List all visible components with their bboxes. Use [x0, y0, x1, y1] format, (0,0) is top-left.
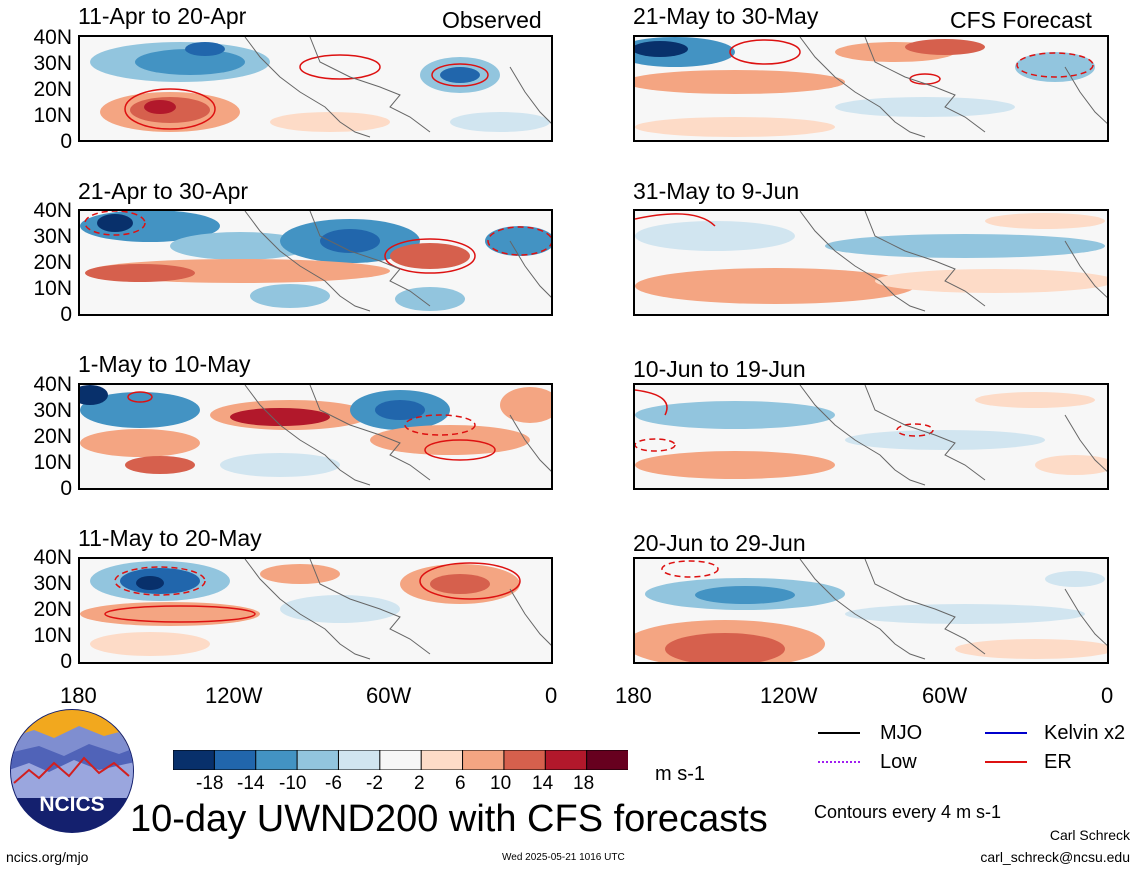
lon-label: 0	[545, 683, 558, 708]
map-panel	[633, 383, 1109, 490]
map-panel	[633, 35, 1109, 142]
colorbar-tick: -18	[196, 773, 224, 794]
lat-label: 30N	[33, 572, 72, 595]
colorbar-tick: 18	[573, 773, 595, 794]
lat-label: 40N	[33, 373, 72, 396]
colorbar-swatch	[420, 749, 464, 771]
colorbar-swatch	[544, 749, 588, 771]
lon-label: 60W	[366, 683, 412, 708]
panel-title: 1-May to 10-May	[78, 351, 251, 377]
forecast-label: CFS Forecast	[950, 7, 1092, 33]
lat-label: 40N	[33, 546, 72, 569]
legend-er-line	[985, 761, 1027, 763]
footer-url: ncics.org/mjo	[6, 849, 89, 865]
colorbar-swatch	[255, 749, 299, 771]
lon-label: 120W	[205, 683, 263, 708]
colorbar-swatch	[462, 749, 505, 771]
panel-title: 31-May to 9-Jun	[633, 178, 800, 204]
ncics-logo: NCICS	[9, 708, 135, 834]
lat-label: 30N	[33, 52, 72, 75]
map-panel	[78, 35, 553, 142]
panel-title: 11-May to 20-May	[78, 525, 262, 551]
panel-title: 11-Apr to 20-Apr	[78, 3, 247, 29]
lat-label: 30N	[33, 225, 72, 248]
lon-label: 60W	[922, 683, 968, 708]
legend-low-label: Low	[880, 751, 917, 773]
colorbar-units: m s-1	[655, 763, 705, 785]
author-email: carl_schreck@ncsu.edu	[980, 849, 1130, 865]
logo-text: NCICS	[39, 793, 104, 816]
legend-kelvin-line	[985, 732, 1027, 734]
legend-low-line	[818, 761, 860, 763]
colorbar-swatch	[172, 749, 216, 771]
map-panel	[633, 209, 1109, 316]
lat-label: 40N	[33, 199, 72, 222]
lat-label: 0	[60, 303, 72, 326]
lat-label: 20N	[33, 598, 72, 621]
colorbar-swatch	[337, 749, 381, 771]
legend-mjo-label: MJO	[880, 722, 923, 744]
lat-label: 30N	[33, 399, 72, 422]
panel-title: 20-Jun to 29-Jun	[633, 530, 806, 556]
lat-label: 20N	[33, 78, 72, 101]
legend-kelvin-label: Kelvin x2	[1044, 722, 1126, 744]
lat-label: 40N	[33, 26, 72, 49]
lon-label: 180	[615, 683, 652, 708]
colorbar	[172, 749, 630, 771]
footer-timestamp: Wed 2025-05-21 1016 UTC	[502, 852, 625, 863]
map-panel	[78, 383, 553, 490]
panel-title: 10-Jun to 19-Jun	[633, 356, 806, 382]
lat-label: 10N	[33, 451, 72, 474]
colorbar-swatch	[213, 749, 257, 771]
lon-label: 0	[1101, 683, 1114, 708]
lat-label: 10N	[33, 624, 72, 647]
colorbar-swatch	[379, 749, 423, 771]
colorbar-swatch	[503, 749, 547, 771]
colorbar-tick: 14	[532, 773, 554, 794]
map-panel	[78, 557, 553, 664]
legend-er-label: ER	[1044, 751, 1072, 773]
colorbar-tick: 10	[490, 773, 512, 794]
colorbar-tick: -10	[279, 773, 307, 794]
contour-note: Contours every 4 m s-1	[814, 802, 1002, 822]
colorbar-tick: 6	[455, 773, 466, 794]
lat-label: 0	[60, 477, 72, 500]
colorbar-swatch	[296, 749, 340, 771]
lat-label: 10N	[33, 104, 72, 127]
lat-label: 0	[60, 650, 72, 673]
colorbar-tick: -14	[237, 773, 265, 794]
panel-title: 21-Apr to 30-Apr	[78, 178, 249, 204]
lat-label: 20N	[33, 251, 72, 274]
main-title: 10-day UWND200 with CFS forecasts	[130, 798, 768, 840]
author-name: Carl Schreck	[1049, 827, 1130, 843]
observed-label: Observed	[442, 7, 542, 33]
colorbar-tick: -6	[325, 773, 342, 794]
colorbar-tick: -2	[366, 773, 383, 794]
legend-mjo-line	[818, 732, 860, 734]
colorbar-tick: 2	[414, 773, 425, 794]
lat-label: 10N	[33, 277, 72, 300]
lat-label: 0	[60, 130, 72, 153]
lon-label: 180	[60, 683, 97, 708]
lat-label: 20N	[33, 425, 72, 448]
lon-label: 120W	[760, 683, 818, 708]
colorbar-swatch	[586, 749, 630, 771]
map-panel	[633, 557, 1109, 664]
panel-title: 21-May to 30-May	[633, 3, 819, 29]
map-panel	[78, 209, 553, 316]
